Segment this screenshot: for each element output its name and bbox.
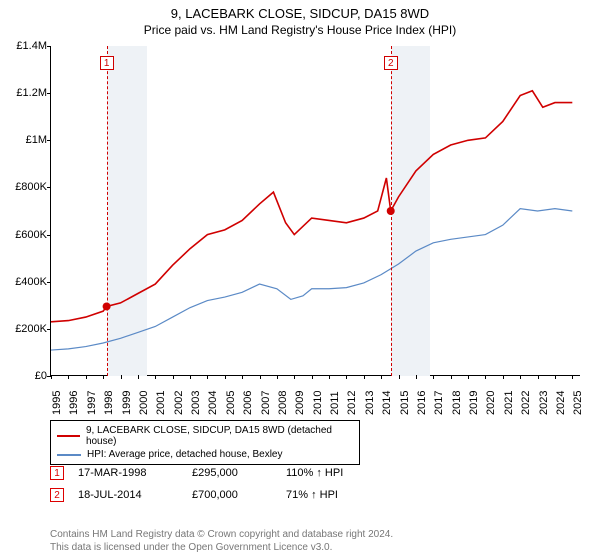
events-table: 1 17-MAR-1998 £295,000 110% ↑ HPI 2 18-J…: [50, 462, 580, 506]
footer-line-1: Contains HM Land Registry data © Crown c…: [50, 528, 580, 541]
marker-vline: [107, 46, 108, 376]
x-tick-label: 2022: [520, 383, 532, 415]
event-pct-1: 110% ↑ HPI: [286, 467, 376, 479]
x-tick-label: 2014: [381, 383, 393, 415]
x-tick-label: 1998: [103, 383, 115, 415]
marker-box: 2: [384, 56, 398, 70]
y-tick-label: £400K: [3, 276, 47, 288]
x-tick-label: 2004: [207, 383, 219, 415]
x-tick-label: 1996: [68, 383, 80, 415]
event-marker-1: 1: [50, 466, 64, 480]
x-tick-label: 2010: [312, 383, 324, 415]
x-tick-label: 2012: [346, 383, 358, 415]
x-tick-label: 2003: [190, 383, 202, 415]
legend-box: 9, LACEBARK CLOSE, SIDCUP, DA15 8WD (det…: [50, 420, 360, 465]
x-tick-label: 2013: [364, 383, 376, 415]
x-tick-label: 2001: [155, 383, 167, 415]
x-tick-label: 1995: [51, 383, 63, 415]
event-date-1: 17-MAR-1998: [78, 467, 178, 479]
y-tick-label: £0: [3, 370, 47, 382]
footer-line-2: This data is licensed under the Open Gov…: [50, 541, 580, 554]
event-price-1: £295,000: [192, 467, 272, 479]
x-tick-label: 2005: [225, 383, 237, 415]
x-tick-label: 2000: [138, 383, 150, 415]
x-tick-label: 2015: [399, 383, 411, 415]
legend-swatch-price: [57, 435, 80, 437]
marker-box: 1: [100, 56, 114, 70]
x-tick-label: 1999: [121, 383, 133, 415]
chart-subtitle: Price paid vs. HM Land Registry's House …: [0, 21, 600, 41]
legend-item-hpi: HPI: Average price, detached house, Bexl…: [57, 448, 353, 461]
y-tick-label: £200K: [3, 323, 47, 335]
x-tick-label: 2011: [329, 383, 341, 415]
x-tick-label: 2007: [260, 383, 272, 415]
event-date-2: 18-JUL-2014: [78, 489, 178, 501]
x-tick-label: 2023: [538, 383, 550, 415]
x-tick-label: 1997: [86, 383, 98, 415]
x-tick-label: 2020: [485, 383, 497, 415]
event-price-2: £700,000: [192, 489, 272, 501]
chart-lines: [51, 46, 581, 376]
legend-label-price: 9, LACEBARK CLOSE, SIDCUP, DA15 8WD (det…: [86, 425, 353, 447]
x-tick-label: 2025: [572, 383, 584, 415]
footer-attribution: Contains HM Land Registry data © Crown c…: [50, 528, 580, 554]
series-hpi: [51, 209, 572, 350]
event-row-1: 1 17-MAR-1998 £295,000 110% ↑ HPI: [50, 462, 580, 484]
legend-label-hpi: HPI: Average price, detached house, Bexl…: [87, 449, 283, 460]
legend-swatch-hpi: [57, 454, 81, 456]
x-tick-label: 2008: [277, 383, 289, 415]
y-tick-label: £1M: [3, 134, 47, 146]
event-marker-2: 2: [50, 488, 64, 502]
event-row-2: 2 18-JUL-2014 £700,000 71% ↑ HPI: [50, 484, 580, 506]
chart-container: 9, LACEBARK CLOSE, SIDCUP, DA15 8WD Pric…: [0, 0, 600, 560]
x-tick-label: 2002: [173, 383, 185, 415]
y-tick-label: £600K: [3, 229, 47, 241]
y-tick-label: £800K: [3, 181, 47, 193]
x-tick-label: 2019: [468, 383, 480, 415]
x-tick-label: 2024: [555, 383, 567, 415]
x-tick-label: 2006: [242, 383, 254, 415]
chart-plot-area: £0£200K£400K£600K£800K£1M£1.2M£1.4M 1995…: [50, 46, 580, 376]
y-tick-label: £1.4M: [3, 40, 47, 52]
series-price_paid: [51, 91, 572, 322]
x-tick-label: 2009: [294, 383, 306, 415]
x-tick-label: 2017: [433, 383, 445, 415]
legend-item-price: 9, LACEBARK CLOSE, SIDCUP, DA15 8WD (det…: [57, 424, 353, 448]
marker-vline: [391, 46, 392, 376]
x-tick-label: 2016: [416, 383, 428, 415]
chart-title: 9, LACEBARK CLOSE, SIDCUP, DA15 8WD: [0, 0, 600, 21]
x-tick-label: 2021: [503, 383, 515, 415]
plot-box: £0£200K£400K£600K£800K£1M£1.2M£1.4M 1995…: [50, 46, 580, 376]
event-pct-2: 71% ↑ HPI: [286, 489, 376, 501]
x-tick-label: 2018: [451, 383, 463, 415]
y-tick-label: £1.2M: [3, 87, 47, 99]
